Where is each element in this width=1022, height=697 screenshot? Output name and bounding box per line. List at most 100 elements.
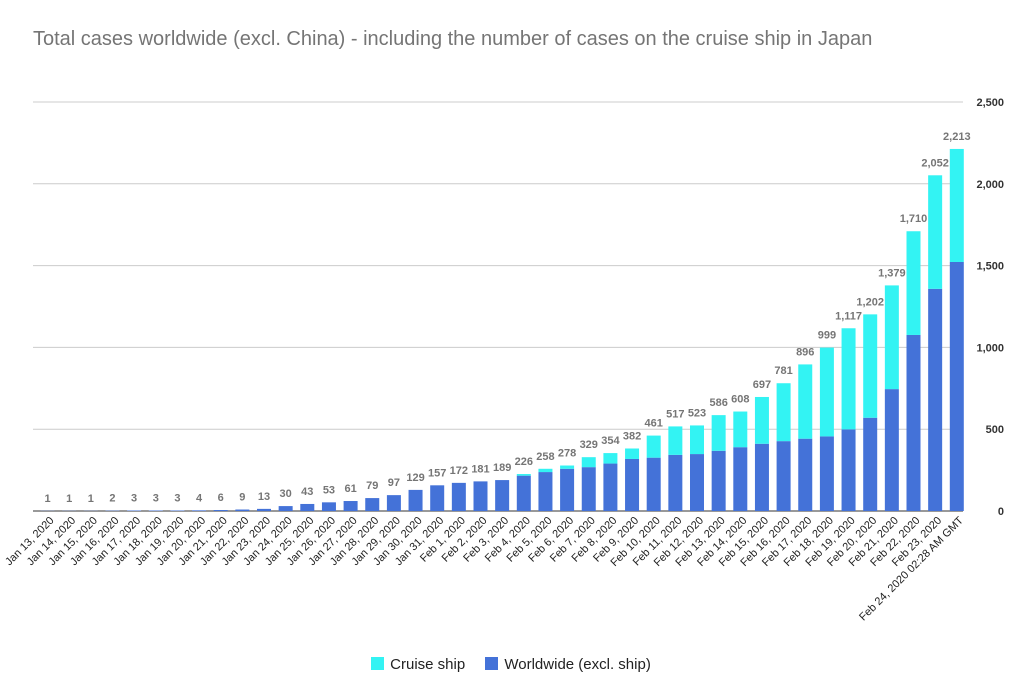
bar-worldwide — [733, 447, 748, 511]
bar-worldwide — [451, 482, 466, 511]
bar-worldwide — [192, 510, 207, 511]
bar-worldwide — [776, 441, 791, 511]
bar-worldwide — [841, 429, 856, 511]
total-data-label: 157 — [428, 467, 446, 479]
total-data-label: 79 — [366, 480, 378, 492]
bar-cruise-ship — [906, 231, 921, 335]
bar-cruise-ship — [819, 347, 834, 437]
total-data-label: 3 — [153, 493, 159, 505]
total-data-label: 258 — [536, 451, 554, 463]
y-tick-label: 1,000 — [976, 342, 1004, 354]
total-data-label: 608 — [731, 394, 749, 406]
y-tick-label: 1,500 — [976, 261, 1004, 273]
legend: Cruise ship Worldwide (excl. ship) — [0, 656, 1022, 673]
bar-worldwide — [906, 334, 921, 511]
total-data-label: 3 — [174, 493, 180, 505]
bar-cruise-ship — [560, 465, 575, 469]
total-data-label: 129 — [406, 472, 424, 484]
total-data-label: 1,117 — [835, 310, 862, 322]
bar-cruise-ship — [949, 148, 964, 263]
bar-worldwide — [516, 475, 531, 511]
total-data-label: 226 — [515, 456, 533, 468]
bar-worldwide — [235, 509, 250, 511]
bar-worldwide — [321, 502, 336, 511]
total-data-label: 2,052 — [921, 157, 949, 169]
total-data-label: 1 — [66, 493, 72, 505]
total-data-label: 781 — [774, 365, 792, 377]
bar-worldwide — [949, 262, 964, 511]
bar-cruise-ship — [841, 328, 856, 430]
total-data-label: 30 — [280, 488, 292, 500]
total-data-label: 896 — [796, 346, 814, 358]
bar-worldwide — [213, 510, 228, 511]
legend-swatch-worldwide — [485, 657, 499, 670]
bar-cruise-ship — [798, 364, 813, 439]
total-data-label: 382 — [623, 431, 641, 443]
bar-worldwide — [257, 508, 271, 511]
legend-item-worldwide: Worldwide (excl. ship) — [485, 656, 651, 673]
bar-worldwide — [711, 450, 726, 511]
bar-cruise-ship — [690, 425, 704, 455]
chart-title: Total cases worldwide (excl. China) - in… — [33, 28, 873, 50]
bar-cruise-ship — [538, 468, 553, 473]
bar-cruise-ship — [625, 448, 640, 459]
total-data-label: 1,710 — [900, 213, 928, 225]
bar-worldwide — [884, 389, 899, 511]
bar-worldwide — [430, 485, 445, 511]
total-data-label: 1 — [88, 493, 94, 505]
total-data-label: 278 — [558, 448, 576, 460]
total-data-label: 9 — [239, 492, 245, 504]
bar-worldwide — [603, 463, 618, 511]
bar-cruise-ship — [516, 474, 531, 476]
bar-worldwide — [668, 454, 683, 511]
total-data-label: 2 — [109, 493, 115, 505]
total-data-label: 697 — [753, 379, 771, 391]
bar-worldwide — [365, 498, 380, 511]
bar-worldwide — [690, 454, 704, 511]
bar-worldwide — [386, 495, 401, 511]
total-data-label: 461 — [645, 418, 663, 430]
bar-worldwide — [625, 458, 640, 511]
bar-cruise-ship — [581, 457, 596, 468]
bar-worldwide — [300, 503, 315, 511]
total-data-label: 3 — [131, 493, 137, 505]
total-data-label: 1,379 — [878, 267, 906, 279]
bar-cruise-ship — [711, 415, 726, 451]
bar-worldwide — [646, 457, 661, 511]
bar-cruise-ship — [884, 285, 899, 390]
bar-cruise-ship — [928, 175, 943, 289]
bars — [40, 148, 964, 511]
bar-worldwide — [581, 467, 596, 511]
bar-cruise-ship — [733, 411, 748, 448]
total-data-label: 172 — [450, 465, 468, 477]
bar-worldwide — [538, 472, 553, 511]
total-data-label: 329 — [580, 439, 598, 451]
total-labels: 1 1 1 2 3 3 3 4 6 9 13 30 43 53 61 79 97 129 157 172 181 189 2… — [44, 131, 970, 505]
total-data-label: 189 — [493, 462, 511, 474]
bar-worldwide — [928, 288, 943, 511]
total-data-label: 43 — [301, 486, 313, 498]
legend-label-worldwide: Worldwide (excl. ship) — [504, 656, 651, 673]
y-tick-label: 0 — [998, 506, 1004, 518]
bar-worldwide — [278, 506, 293, 511]
legend-label-cruise-ship: Cruise ship — [390, 656, 466, 673]
total-data-label: 523 — [688, 407, 706, 419]
bar-worldwide — [863, 417, 878, 511]
y-axis-ticks: 0 500 1,000 1,500 2,000 2,500 — [976, 97, 1004, 518]
total-data-label: 2,213 — [943, 131, 971, 143]
total-data-label: 1 — [44, 493, 50, 505]
total-data-label: 1,202 — [856, 296, 884, 308]
bar-worldwide — [343, 501, 358, 511]
legend-item-cruise-ship: Cruise ship — [371, 656, 465, 673]
y-tick-label: 500 — [986, 424, 1004, 436]
total-data-label: 6 — [218, 492, 224, 504]
total-data-label: 354 — [601, 435, 620, 447]
y-tick-label: 2,500 — [976, 97, 1004, 109]
bar-cruise-ship — [863, 314, 878, 418]
bar-worldwide — [495, 480, 510, 511]
bar-worldwide — [473, 481, 488, 511]
total-data-label: 53 — [323, 484, 335, 496]
total-data-label: 181 — [471, 463, 489, 475]
bar-worldwide — [408, 489, 423, 511]
